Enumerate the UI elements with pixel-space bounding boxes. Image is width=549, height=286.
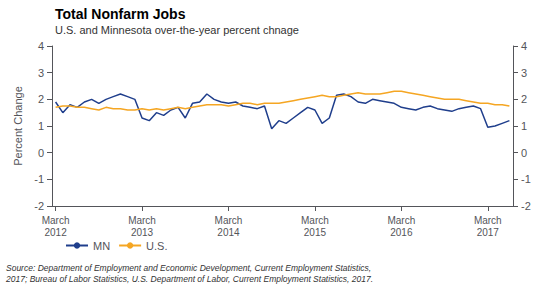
svg-text:4: 4 <box>38 40 44 52</box>
svg-text:2016: 2016 <box>390 227 413 238</box>
svg-text:2014: 2014 <box>217 227 240 238</box>
svg-text:2: 2 <box>521 93 527 105</box>
svg-text:March: March <box>215 215 243 226</box>
svg-text:March: March <box>387 215 415 226</box>
svg-text:March: March <box>42 215 70 226</box>
svg-text:3: 3 <box>521 67 527 79</box>
svg-text:Source: Department of Employme: Source: Department of Employment and Eco… <box>6 263 371 273</box>
svg-text:2013: 2013 <box>131 227 154 238</box>
svg-text:2017: 2017 <box>477 227 500 238</box>
svg-text:MN: MN <box>93 240 110 252</box>
svg-text:-1: -1 <box>521 173 531 185</box>
svg-text:1: 1 <box>521 120 527 132</box>
svg-text:2: 2 <box>38 93 44 105</box>
svg-text:Total Nonfarm Jobs: Total Nonfarm Jobs <box>55 6 186 22</box>
svg-text:1: 1 <box>38 120 44 132</box>
svg-text:-2: -2 <box>34 200 44 212</box>
svg-text:March: March <box>128 215 156 226</box>
svg-text:0: 0 <box>38 147 44 159</box>
svg-text:-2: -2 <box>521 200 531 212</box>
svg-text:2017; Bureau of Labor Statisti: 2017; Bureau of Labor Statistics, U.S. D… <box>5 274 373 284</box>
svg-text:2012: 2012 <box>44 227 67 238</box>
svg-text:March: March <box>474 215 502 226</box>
svg-text:2015: 2015 <box>304 227 327 238</box>
svg-text:U.S. and Minnesota over-the-ye: U.S. and Minnesota over-the-year percent… <box>55 24 299 36</box>
svg-text:-1: -1 <box>34 173 44 185</box>
svg-text:4: 4 <box>521 40 527 52</box>
svg-text:Percent Change: Percent Change <box>12 86 24 166</box>
svg-text:0: 0 <box>521 147 527 159</box>
svg-text:March: March <box>301 215 329 226</box>
svg-text:3: 3 <box>38 67 44 79</box>
svg-text:U.S.: U.S. <box>146 240 167 252</box>
